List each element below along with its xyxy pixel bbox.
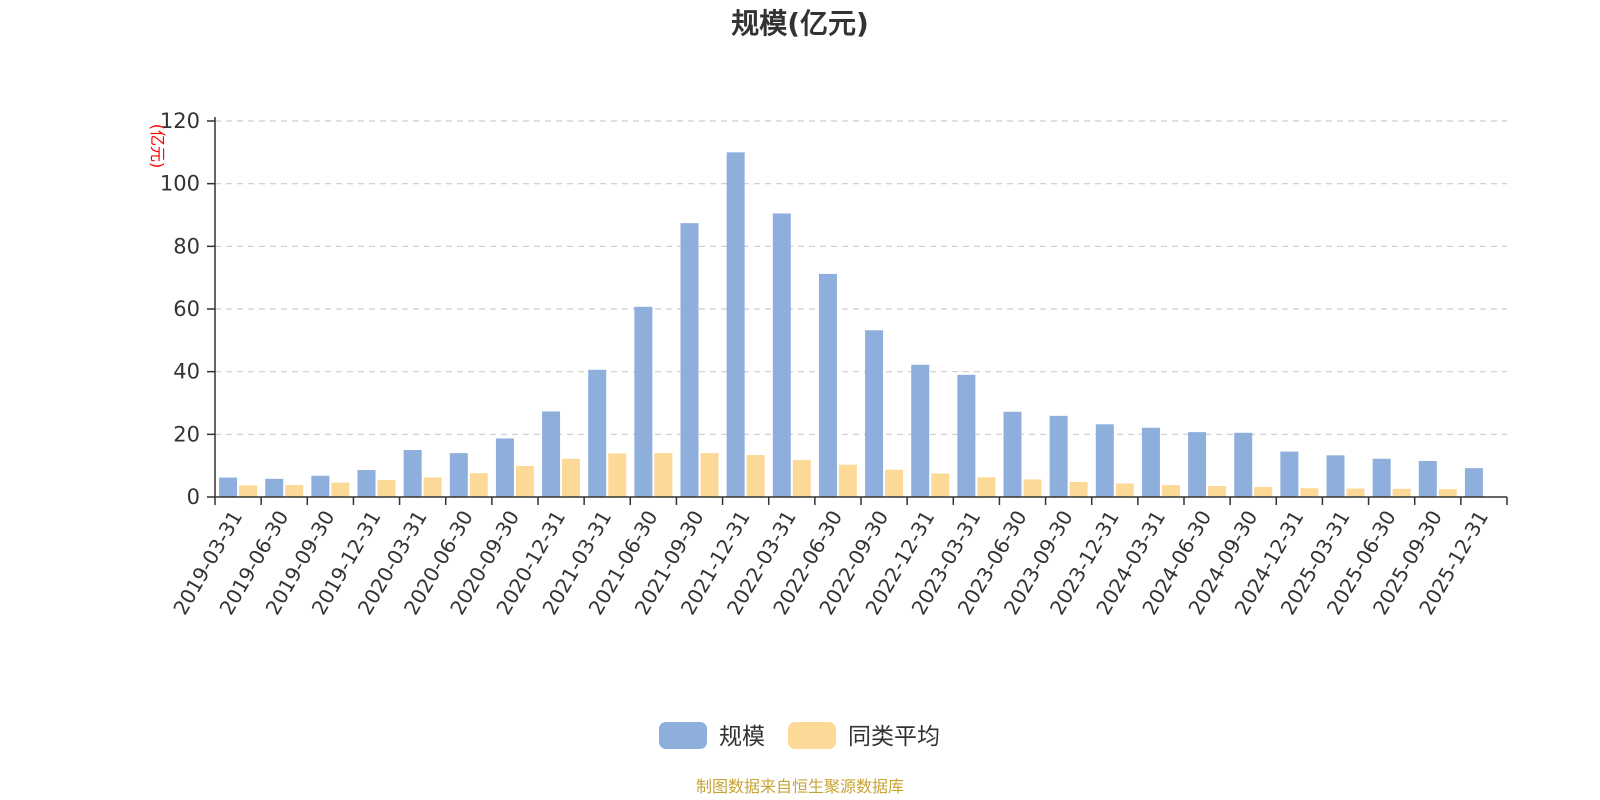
bar-peer-average: [1254, 486, 1273, 497]
bar-peer-average: [1115, 483, 1134, 497]
bar-scale: [957, 374, 976, 497]
bar-peer-average: [239, 485, 258, 497]
chart-title: 规模(亿元): [731, 7, 869, 40]
bar-scale: [1049, 415, 1068, 497]
bar-peer-average: [1392, 488, 1411, 497]
bar-peer-average: [469, 473, 488, 497]
bar-scale: [1326, 455, 1345, 497]
axes: [214, 117, 1508, 505]
bar-peer-average: [1346, 488, 1365, 497]
y-axis-unit-label: (亿元): [148, 124, 167, 169]
y-tick-label: 100: [160, 172, 200, 196]
bar-scale: [265, 478, 284, 497]
bar-scale: [1280, 451, 1299, 497]
bar-scale: [865, 330, 884, 497]
bar-scale: [911, 364, 930, 497]
bar-scale: [726, 152, 745, 498]
y-tick-label: 60: [173, 297, 200, 321]
bar-peer-average: [885, 469, 904, 497]
bar-scale: [1141, 427, 1160, 497]
bar-scale: [495, 438, 514, 497]
bar-peer-average: [1438, 489, 1457, 497]
bar-peer-average: [331, 482, 350, 497]
y-tick-label: 40: [173, 360, 200, 384]
y-tick-label: 0: [187, 485, 200, 509]
legend-swatch: [659, 722, 707, 749]
bar-scale: [311, 475, 330, 497]
y-axis-tick-labels: 0 20 40 60 80 100 120: [160, 109, 200, 509]
bar-scale: [542, 411, 561, 497]
bar-scale: [1418, 460, 1437, 497]
bar-scale: [403, 450, 422, 497]
bar-scale: [818, 273, 837, 497]
bar-peer-average: [792, 460, 811, 497]
legend-label: 规模: [719, 724, 765, 750]
bar-peer-average: [977, 477, 996, 497]
bar-peer-average: [746, 455, 765, 497]
bar-scale: [449, 453, 468, 497]
bar-peer-average: [931, 473, 950, 497]
bar-peer-average: [423, 477, 442, 497]
y-tick-label: 80: [173, 234, 200, 258]
bar-peer-average: [377, 480, 396, 497]
bar-scale: [1003, 411, 1022, 497]
bar-peer-average: [1161, 485, 1180, 497]
legend-label: 同类平均: [848, 724, 940, 750]
bar-peer-average: [1300, 488, 1319, 497]
bar-peer-average: [1069, 481, 1088, 497]
y-tick-label: 120: [160, 109, 200, 133]
bar-peer-average: [654, 453, 673, 497]
bar-scale: [772, 213, 791, 497]
grid-lines: [207, 120, 1507, 498]
bar-peer-average: [515, 465, 534, 497]
bars: [219, 152, 1483, 498]
bar-peer-average: [1023, 479, 1042, 497]
bar-peer-average: [838, 464, 857, 497]
bar-peer-average: [608, 453, 627, 497]
data-source-note: 制图数据来自恒生聚源数据库: [696, 777, 904, 796]
legend-swatch: [788, 722, 836, 749]
bar-scale: [357, 470, 376, 497]
bar-scale: [634, 306, 653, 497]
legend: 规模 同类平均: [659, 722, 940, 750]
x-axis-tick-labels: 2019-03-312019-06-302019-09-302019-12-31…: [168, 506, 1493, 619]
bar-peer-average: [700, 453, 719, 497]
bar-scale: [588, 369, 607, 497]
bar-scale: [1234, 432, 1253, 497]
bar-scale: [1372, 458, 1391, 497]
bar-scale: [1464, 468, 1483, 497]
bar-peer-average: [1208, 486, 1227, 497]
bar-scale: [680, 223, 699, 497]
bar-scale: [1188, 432, 1207, 497]
y-tick-label: 20: [173, 422, 200, 446]
bar-peer-average: [285, 485, 304, 497]
bar-scale: [219, 477, 238, 497]
bar-peer-average: [562, 458, 581, 497]
bar-scale: [1095, 424, 1114, 497]
